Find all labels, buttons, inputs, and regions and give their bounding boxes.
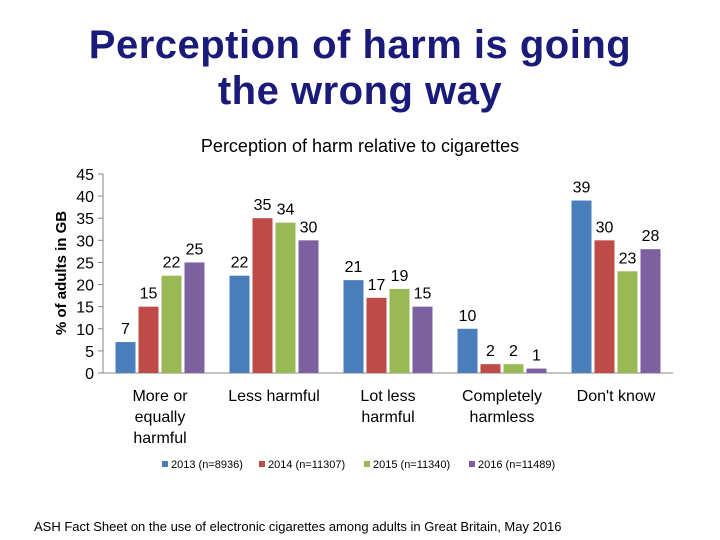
category-label: Less harmful (228, 388, 320, 405)
legend-label: 2013 (n=8936) (171, 459, 243, 471)
category-label: Don't know (577, 388, 656, 405)
y-tick-label: 0 (85, 366, 94, 383)
data-label: 39 (573, 180, 591, 197)
chart-title: Perception of harm relative to cigarette… (201, 136, 519, 156)
bar (571, 200, 592, 373)
y-tick-label: 40 (76, 189, 94, 206)
data-label: 15 (140, 286, 158, 303)
y-tick-label: 25 (76, 255, 94, 272)
data-label: 22 (231, 255, 249, 272)
data-label: 35 (254, 197, 272, 214)
bar (366, 297, 387, 373)
bar (161, 275, 182, 373)
data-label: 17 (368, 277, 386, 294)
legend-label: 2015 (n=11340) (373, 459, 450, 471)
legend-swatch (162, 461, 168, 467)
y-tick-label: 10 (76, 322, 94, 339)
bar (480, 364, 501, 373)
category-label: equally (135, 409, 186, 426)
legend-swatch (364, 461, 370, 467)
slide-title-line-2: the wrong way (217, 69, 503, 113)
bar (229, 275, 250, 373)
bar (503, 364, 524, 373)
bar (343, 280, 364, 373)
y-tick-label: 45 (76, 167, 94, 184)
bar (275, 222, 296, 373)
bar (412, 306, 433, 373)
y-tick-label: 30 (76, 233, 94, 250)
data-label: 15 (414, 286, 432, 303)
bar (594, 240, 615, 373)
y-tick-label: 35 (76, 211, 94, 228)
data-label: 2 (486, 343, 495, 360)
bar (389, 288, 410, 373)
data-label: 34 (277, 202, 295, 219)
data-label: 25 (186, 241, 204, 258)
bar (457, 328, 478, 373)
bar (526, 368, 547, 373)
data-label: 30 (300, 219, 318, 236)
data-label: 1 (532, 348, 541, 365)
category-label: harmless (470, 409, 535, 426)
y-tick-label: 5 (85, 344, 94, 361)
y-tick-label: 15 (76, 300, 94, 317)
bar (138, 306, 159, 373)
data-label: 2 (509, 343, 518, 360)
data-label: 19 (391, 268, 409, 285)
legend-swatch (259, 461, 265, 467)
category-label: Lot less (360, 388, 415, 405)
source-footnote: ASH Fact Sheet on the use of electronic … (34, 519, 562, 534)
bar (617, 271, 638, 373)
category-label: harmful (133, 430, 186, 447)
data-label: 10 (459, 308, 477, 325)
category-label: Completely (462, 388, 542, 405)
legend-swatch (469, 461, 475, 467)
category-label: harmful (361, 409, 414, 426)
bar (252, 218, 273, 373)
legend-label: 2016 (n=11489) (478, 459, 555, 471)
category-label: More or (132, 388, 188, 405)
slide-title-line-1: Perception of harm is going (88, 23, 632, 67)
slide-title: Perception of harm is going the wrong wa… (0, 22, 720, 114)
bar (184, 262, 205, 373)
data-label: 7 (121, 321, 130, 338)
data-label: 23 (619, 250, 637, 267)
bar (115, 342, 136, 373)
data-label: 28 (642, 228, 660, 245)
bar (298, 240, 319, 373)
data-label: 21 (345, 259, 363, 276)
data-label: 22 (163, 255, 181, 272)
y-axis-label: % of adults in GB (53, 211, 70, 335)
data-label: 30 (596, 219, 614, 236)
legend-label: 2014 (n=11307) (268, 459, 345, 471)
y-tick-label: 20 (76, 278, 94, 295)
bar (640, 249, 661, 373)
